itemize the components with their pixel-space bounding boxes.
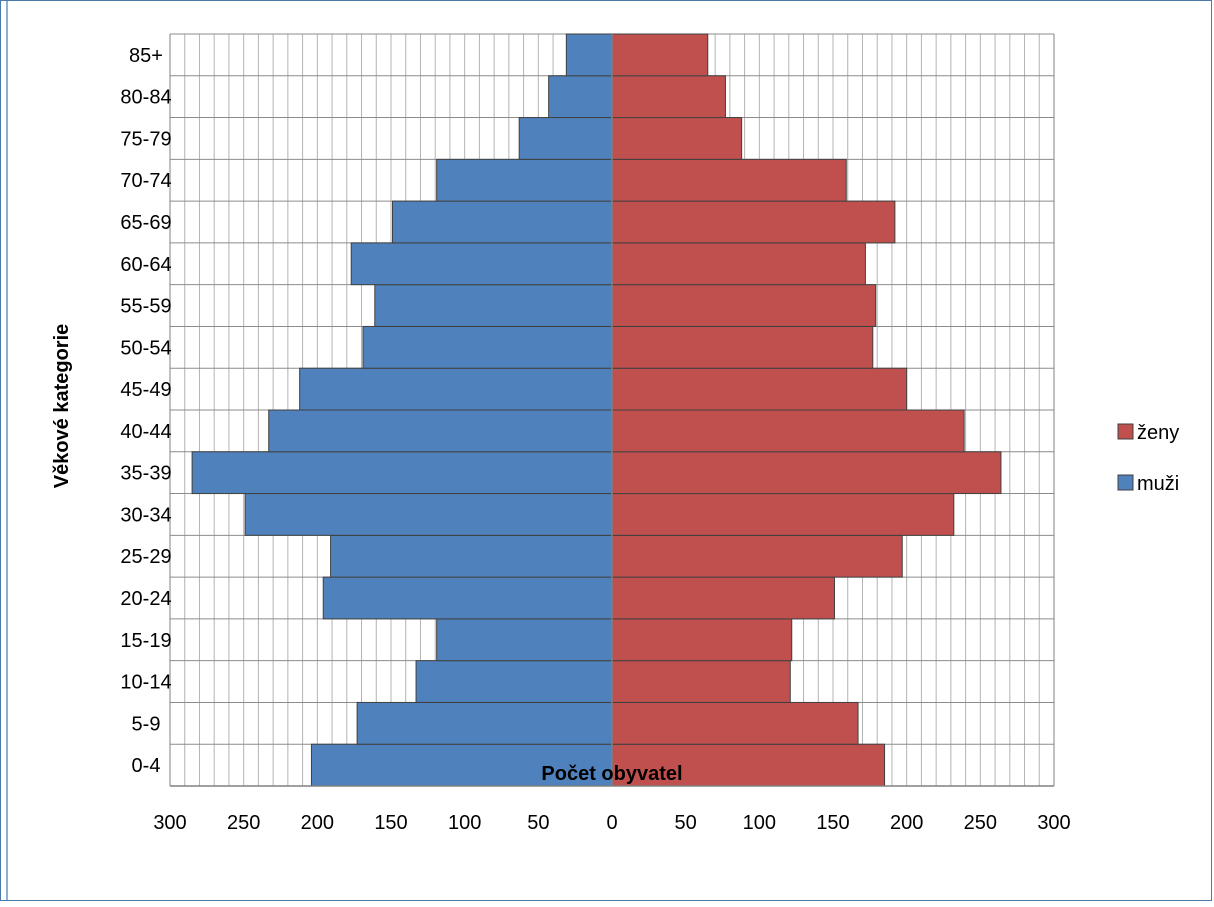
legend-label: muži [1137,473,1179,495]
frame-accent [6,1,8,900]
bar-female-85+ [611,33,709,77]
x-tick-label: 300 [1037,812,1070,834]
y-axis-title: Věkové kategorie [51,324,73,489]
legend-swatch [1117,423,1134,440]
bar-female-10-14 [611,660,791,703]
y-tick-label: 40-44 [120,421,171,443]
y-tick-label: 0-4 [132,755,161,777]
x-tick-label: 150 [816,812,849,834]
y-tick-label: 5-9 [132,713,161,735]
bar-male-65-69 [391,200,613,244]
legend-swatch [1117,474,1134,491]
axes [169,34,1055,787]
bar-male-60-64 [350,242,613,286]
y-tick-label: 10-14 [120,672,171,694]
bar-male-40-44 [268,409,613,453]
bar-female-70-74 [611,158,847,202]
y-tick-label: 55-59 [120,296,171,318]
y-tick-label: 70-74 [120,170,171,192]
bar-male-50-54 [362,325,613,369]
bar-female-40-44 [611,409,965,453]
bar-female-35-39 [611,451,1002,495]
bar-male-20-24 [322,576,613,620]
bar-male-45-49 [299,367,613,411]
bar-female-15-19 [611,618,793,662]
bar-female-45-49 [611,367,908,411]
y-tick-label: 15-19 [120,630,171,652]
y-tick-label: 20-24 [120,588,171,610]
bar-female-75-79 [611,117,743,160]
x-axis-title: Počet obyvatel [541,763,682,785]
y-tick-label: 35-39 [120,463,171,485]
bar-male-15-19 [436,618,613,662]
bar-female-20-24 [611,576,835,620]
bar-male-80-84 [548,75,613,119]
x-tick-label: 250 [964,812,997,834]
bar-female-55-59 [611,284,877,327]
bar-female-60-64 [611,242,866,286]
bars [191,33,1002,787]
y-tick-labels: 0-4 5-9 10-14 15-19 20-24 25-29 30-34 35-39 40-4… [120,45,171,777]
bar-male-85+ [565,33,613,77]
y-tick-label: 50-54 [120,337,171,359]
y-tick-label: 45-49 [120,379,171,401]
bar-male-5-9 [356,701,613,745]
x-tick-label: 150 [374,812,407,834]
bar-male-30-34 [244,493,613,536]
bar-male-10-14 [415,660,613,703]
bar-male-25-29 [330,534,613,578]
x-tick-label: 100 [448,812,481,834]
x-tick-label: 50 [675,812,697,834]
legend-label: ženy [1137,422,1179,444]
y-tick-label: 75-79 [120,128,171,150]
x-tick-label: 250 [227,812,260,834]
bar-male-55-59 [374,284,613,327]
x-tick-label: 0 [606,812,617,834]
bar-female-80-84 [611,75,726,119]
bar-female-30-34 [611,493,955,536]
bar-male-70-74 [436,158,613,202]
y-tick-label: 25-29 [120,546,171,568]
bar-male-35-39 [191,451,613,495]
y-tick-label: 80-84 [120,87,171,109]
y-tick-label: 30-34 [120,504,171,526]
bar-female-65-69 [611,200,896,244]
x-tick-label: 100 [743,812,776,834]
y-tick-label: 85+ [129,45,163,67]
y-tick-label: 60-64 [120,254,171,276]
bar-male-75-79 [518,117,613,160]
x-tick-label: 200 [301,812,334,834]
x-tick-label: 300 [153,812,186,834]
x-tick-label: 200 [890,812,923,834]
x-tick-labels: 300 250 200 150 100 50 0 50 100 150 200 250 300 [153,812,1070,834]
bar-female-5-9 [611,701,859,745]
x-tick-label: 50 [527,812,549,834]
bar-female-25-29 [611,534,903,578]
legend: ženy muži [1117,422,1179,495]
bar-female-50-54 [611,325,874,369]
y-tick-label: 65-69 [120,212,171,234]
